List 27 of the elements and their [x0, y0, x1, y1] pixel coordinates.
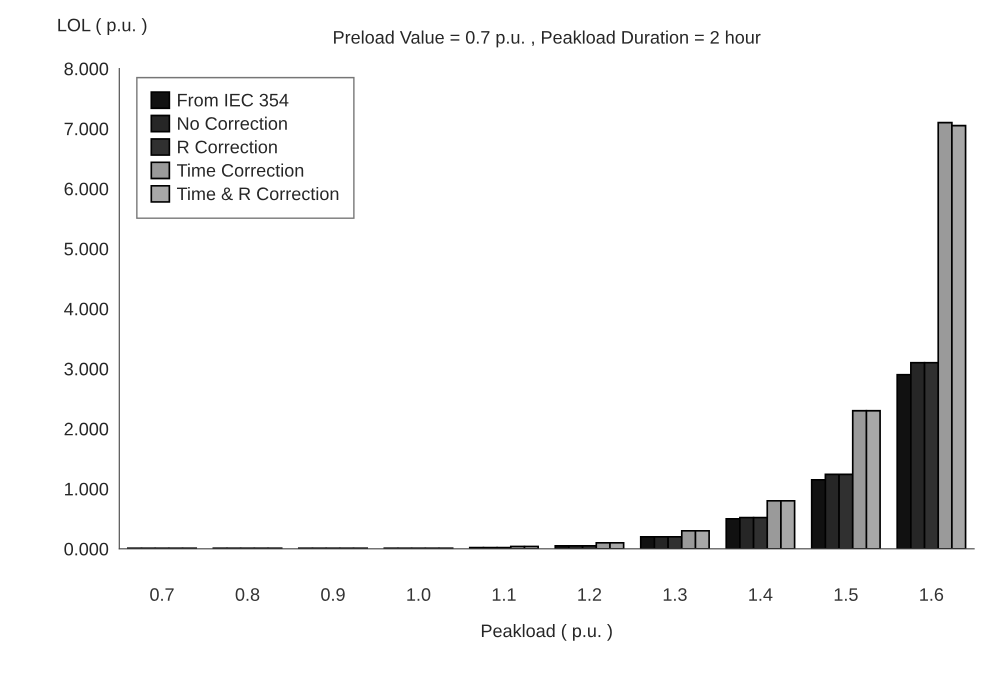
x-tick-label: 0.7 — [150, 588, 174, 601]
y-tick-label: 7.000 — [64, 122, 108, 136]
x-tick-label: 1.0 — [407, 588, 430, 601]
legend-label: From IEC 354 — [178, 94, 288, 107]
y-tick-label: 0.000 — [64, 542, 108, 556]
y-tick-label: 4.000 — [64, 302, 108, 316]
x-tick-label: 1.2 — [578, 588, 602, 601]
x-tick-label: 0.9 — [321, 588, 345, 601]
y-tick-label: 5.000 — [64, 242, 108, 256]
y-tick-label: 1.000 — [65, 482, 108, 496]
y-tick-label: 3.000 — [64, 362, 108, 376]
x-tick-label: 1.6 — [920, 588, 944, 601]
x-tick-label: 1.5 — [834, 588, 858, 601]
chart-title: Preload Value = 0.7 p.u. , Peakload Duration = 2 hour — [334, 30, 761, 48]
y-tick-label: 8.000 — [64, 62, 108, 76]
x-tick-label: 0.8 — [236, 588, 260, 601]
y-axis-title: LOL ( p.u. ) — [58, 18, 146, 35]
y-tick-label: 6.000 — [64, 182, 108, 196]
x-tick-label: 1.1 — [492, 588, 516, 601]
legend-label: Time & R Correction — [176, 186, 338, 200]
x-tick-label: 1.3 — [664, 588, 687, 601]
legend-label: Time Correction — [176, 164, 304, 177]
x-tick-label: 1.4 — [749, 588, 772, 601]
x-axis-title: Peakload ( p.u. ) — [482, 624, 612, 641]
legend-label: R Correction — [178, 140, 277, 154]
y-tick-label: 2.000 — [64, 422, 108, 436]
legend-label: No Correction — [178, 116, 287, 130]
